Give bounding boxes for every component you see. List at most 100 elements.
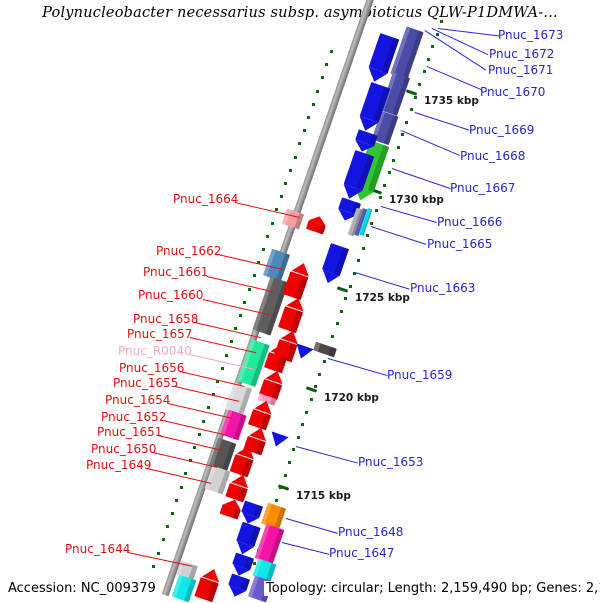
minor-tick-dot bbox=[284, 182, 288, 185]
gene-label-pnuc_1644[interactable]: Pnuc_1644 bbox=[65, 542, 131, 556]
minor-tick-dot bbox=[379, 196, 383, 200]
minor-tick-dot bbox=[283, 473, 287, 477]
minor-tick-dot bbox=[366, 234, 370, 238]
minor-tick-dot bbox=[296, 435, 300, 439]
gene-label-pnuc_1667[interactable]: Pnuc_1667 bbox=[450, 181, 516, 195]
axis-tick-label: 1725 kbp bbox=[355, 292, 410, 304]
minor-tick-dot bbox=[396, 146, 400, 149]
gene-label-pnuc_1661[interactable]: Pnuc_1661 bbox=[143, 265, 209, 279]
gene-label-pnuc_1660[interactable]: Pnuc_1660 bbox=[138, 288, 204, 302]
minor-tick-dot bbox=[392, 158, 396, 162]
minor-tick-dot bbox=[197, 432, 201, 436]
minor-tick-dot bbox=[225, 353, 229, 357]
gene-glyph[interactable] bbox=[267, 431, 289, 450]
gene-glyph[interactable] bbox=[225, 573, 251, 601]
accession-status: Accession: NC_009379 bbox=[8, 581, 156, 596]
gene-label-pnuc_1652[interactable]: Pnuc_1652 bbox=[101, 410, 167, 424]
axis-tick-label: 1720 kbp bbox=[324, 392, 379, 404]
gene-label-pnuc_1664[interactable]: Pnuc_1664 bbox=[173, 192, 239, 206]
minor-tick-dot bbox=[287, 461, 291, 464]
gene-label-pnuc_1649[interactable]: Pnuc_1649 bbox=[86, 458, 152, 472]
minor-tick-dot bbox=[234, 327, 238, 331]
gene-label-pnuc_1666[interactable]: Pnuc_1666 bbox=[437, 215, 503, 229]
label-leader-line bbox=[167, 403, 233, 419]
gene-label-pnuc_1655[interactable]: Pnuc_1655 bbox=[113, 376, 179, 390]
gene-label-pnuc_1668[interactable]: Pnuc_1668 bbox=[460, 149, 526, 163]
gene-label-pnuc_1650[interactable]: Pnuc_1650 bbox=[91, 442, 157, 456]
minor-tick-dot bbox=[431, 45, 435, 49]
gene-label-pnuc_1658[interactable]: Pnuc_1658 bbox=[133, 312, 199, 326]
minor-tick-dot bbox=[220, 366, 224, 370]
axis-tick-label: 1715 kbp bbox=[296, 490, 351, 502]
gene-glyph[interactable] bbox=[313, 341, 337, 358]
gene-label-pnuc_1665[interactable]: Pnuc_1665 bbox=[427, 237, 493, 251]
minor-tick-dot bbox=[440, 20, 443, 23]
gene-label-pnuc_1657[interactable]: Pnuc_1657 bbox=[127, 327, 193, 341]
label-leader-line bbox=[380, 206, 437, 223]
minor-tick-dot bbox=[322, 360, 326, 364]
minor-tick-dot bbox=[243, 300, 247, 304]
gene-label-pnuc_1654[interactable]: Pnuc_1654 bbox=[105, 393, 171, 407]
gene-box bbox=[171, 574, 197, 603]
gene-triangle bbox=[267, 431, 289, 450]
gene-glyph[interactable] bbox=[194, 565, 223, 603]
label-leader-line bbox=[194, 322, 262, 339]
minor-tick-dot bbox=[266, 234, 270, 238]
minor-tick-dot bbox=[357, 259, 361, 263]
minor-tick-dot bbox=[229, 340, 233, 344]
gene-label-pnuc_1673[interactable]: Pnuc_1673 bbox=[498, 28, 564, 42]
minor-tick-dot bbox=[279, 195, 283, 199]
gene-label-pnuc_r0040[interactable]: Pnuc_R0040 bbox=[118, 344, 192, 358]
label-leader-line bbox=[327, 358, 388, 377]
gene-label-pnuc_1669[interactable]: Pnuc_1669 bbox=[469, 123, 535, 137]
minor-tick-dot bbox=[426, 57, 430, 61]
gene-label-pnuc_1656[interactable]: Pnuc_1656 bbox=[119, 361, 185, 375]
gene-glyph[interactable] bbox=[305, 213, 329, 235]
minor-tick-dot bbox=[292, 448, 296, 452]
minor-tick-dot bbox=[300, 423, 304, 427]
label-leader-line bbox=[426, 66, 483, 91]
minor-tick-dot bbox=[344, 297, 348, 301]
gene-arrow bbox=[282, 260, 313, 301]
minor-tick-dot bbox=[361, 246, 365, 250]
label-leader-line bbox=[285, 518, 338, 534]
gene-glyph[interactable] bbox=[390, 26, 424, 80]
minor-tick-dot bbox=[252, 274, 256, 278]
gene-label-pnuc_1671[interactable]: Pnuc_1671 bbox=[488, 63, 554, 77]
gene-label-pnuc_1651[interactable]: Pnuc_1651 bbox=[97, 425, 163, 439]
minor-tick-dot bbox=[383, 183, 387, 187]
minor-tick-dot bbox=[175, 498, 179, 502]
gene-label-pnuc_1662[interactable]: Pnuc_1662 bbox=[156, 244, 222, 258]
minor-tick-dot bbox=[207, 406, 211, 410]
minor-tick-dot bbox=[293, 155, 297, 159]
minor-tick-dot bbox=[309, 398, 313, 401]
gene-box bbox=[390, 26, 424, 80]
gene-label-pnuc_1672[interactable]: Pnuc_1672 bbox=[489, 47, 555, 61]
axis-tick-label: 1730 kbp bbox=[389, 194, 444, 206]
gene-glyph[interactable] bbox=[292, 343, 314, 362]
gene-glyph[interactable] bbox=[171, 574, 197, 603]
axis-tick-mark bbox=[336, 286, 349, 293]
gene-label-pnuc_1659[interactable]: Pnuc_1659 bbox=[387, 368, 453, 382]
label-leader-line bbox=[206, 276, 274, 293]
gene-glyph[interactable] bbox=[318, 242, 349, 287]
gene-label-pnuc_1670[interactable]: Pnuc_1670 bbox=[480, 85, 546, 99]
minor-tick-dot bbox=[279, 486, 283, 490]
topology-status: Topology: circular; Length: 2,159,490 bp… bbox=[264, 581, 600, 596]
minor-tick-dot bbox=[320, 76, 324, 80]
gene-label-pnuc_1648[interactable]: Pnuc_1648 bbox=[338, 525, 404, 539]
minor-tick-dot bbox=[216, 380, 220, 383]
label-leader-line bbox=[414, 112, 470, 131]
gene-arrow bbox=[305, 213, 329, 235]
minor-tick-dot bbox=[261, 248, 265, 251]
minor-tick-dot bbox=[170, 512, 174, 515]
gene-label-pnuc_1653[interactable]: Pnuc_1653 bbox=[358, 455, 424, 469]
gene-label-pnuc_1647[interactable]: Pnuc_1647 bbox=[329, 546, 395, 560]
minor-tick-dot bbox=[298, 142, 302, 146]
gene-label-pnuc_1663[interactable]: Pnuc_1663 bbox=[410, 281, 476, 295]
minor-tick-dot bbox=[435, 32, 439, 36]
gene-glyph[interactable] bbox=[282, 260, 313, 301]
minor-tick-dot bbox=[275, 208, 279, 212]
minor-tick-dot bbox=[152, 564, 156, 568]
